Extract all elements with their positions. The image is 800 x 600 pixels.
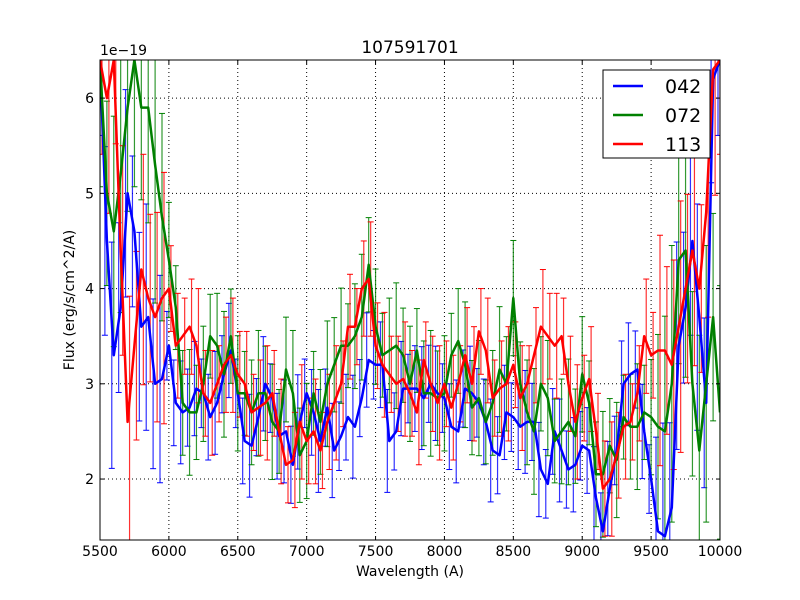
y-offset-label: 1e−19 [100,43,147,59]
x-tick-label: 6500 [220,544,256,560]
y-tick-label: 6 [85,91,94,107]
x-tick-label: 9000 [564,544,600,560]
y-tick-label: 3 [85,377,94,393]
series-lines [100,60,720,538]
y-tick-label: 5 [85,186,94,202]
legend-label-042: 042 [665,76,701,98]
x-tick-label: 8000 [427,544,463,560]
plot-frame [99,59,721,541]
x-axis-label: Wavelength (A) [356,564,464,580]
x-tick-label: 6000 [151,544,187,560]
x-tick-label: 5500 [82,544,118,560]
x-tick-label: 9500 [633,544,669,560]
ticks: 5500 6000 6500 7000 7500 8000 8500 9000 9500 1000… [82,60,742,560]
legend-label-072: 072 [665,105,701,127]
y-tick-label: 4 [85,282,94,298]
y-tick-label: 2 [85,472,94,488]
legend-label-113: 113 [665,134,701,156]
x-tick-label: 7000 [289,544,325,560]
y-axis-label: Flux (erg/s/cm^2/A) [62,230,78,370]
x-tick-label: 10000 [698,544,743,560]
x-tick-label: 7500 [358,544,394,560]
chart-title: 107591701 [361,38,458,58]
legend: 042 072 113 [602,69,711,159]
x-tick-label: 8500 [496,544,532,560]
